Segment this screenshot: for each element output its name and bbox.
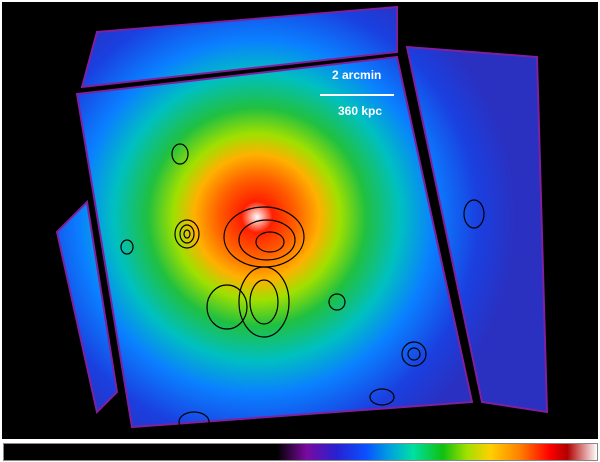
- contour: [183, 229, 191, 239]
- scale-label-arcmin: 2 arcmin: [332, 68, 382, 82]
- top-strip: [80, 5, 398, 89]
- scale-label-kpc: 360 kpc: [338, 104, 383, 118]
- contour: [369, 388, 395, 406]
- contours: [120, 143, 485, 433]
- contour: [463, 199, 485, 229]
- contour: [249, 279, 279, 325]
- contour: [179, 224, 195, 244]
- contour: [206, 284, 248, 330]
- contour: [238, 219, 296, 261]
- right-strip: [405, 45, 549, 414]
- detector-chips: [55, 5, 549, 429]
- main-chip: [75, 55, 474, 429]
- contour: [255, 231, 285, 253]
- contour: [238, 266, 290, 338]
- contour: [401, 341, 427, 367]
- xray-image: [2, 2, 598, 439]
- contour: [171, 143, 189, 165]
- contour: [174, 219, 200, 249]
- colorbar: [3, 443, 598, 461]
- contour: [120, 239, 134, 255]
- contour: [178, 411, 210, 433]
- left-strip: [55, 199, 119, 414]
- contour: [407, 347, 421, 361]
- contour: [328, 293, 346, 311]
